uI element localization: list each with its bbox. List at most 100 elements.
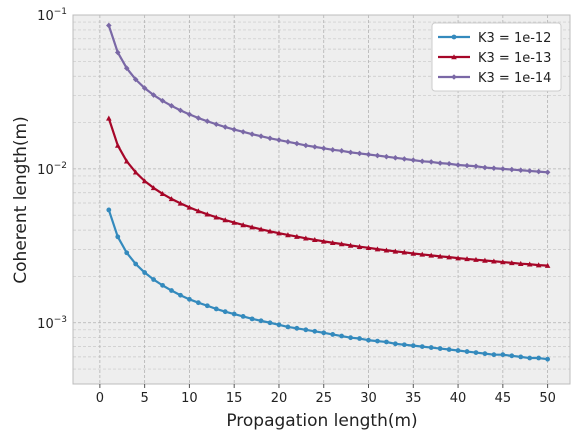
data-point xyxy=(285,138,291,145)
data-point xyxy=(375,338,380,344)
data-point xyxy=(508,260,515,266)
data-point xyxy=(168,103,175,109)
data-point xyxy=(150,185,157,191)
data-point xyxy=(195,300,201,306)
data-point xyxy=(491,352,497,358)
data-point xyxy=(356,150,363,157)
data-point xyxy=(177,107,184,114)
data-point xyxy=(428,345,434,350)
data-point xyxy=(365,245,372,251)
legend-label: K3 = 1e-14 xyxy=(478,71,551,86)
data-point xyxy=(357,336,362,341)
y-tick-label: 10−2 xyxy=(37,161,67,178)
data-point xyxy=(374,152,381,159)
data-point xyxy=(338,241,345,247)
data-point xyxy=(276,137,282,143)
data-point xyxy=(311,144,318,150)
data-point xyxy=(106,207,112,213)
x-axis-label: Propagation length(m) xyxy=(226,411,417,431)
data-point xyxy=(303,327,309,333)
data-point xyxy=(527,355,533,361)
series-3 xyxy=(106,22,551,176)
data-point xyxy=(213,214,220,220)
data-point xyxy=(482,257,488,263)
legend-entry: K3 = 1e-13 xyxy=(438,51,551,66)
data-point xyxy=(392,248,399,254)
plot-frame xyxy=(72,14,571,385)
data-point xyxy=(347,149,354,156)
x-tick-label: 45 xyxy=(495,391,512,406)
data-point xyxy=(321,330,327,336)
data-point xyxy=(303,235,309,241)
data-point xyxy=(473,163,479,170)
data-point xyxy=(384,339,389,345)
data-point xyxy=(294,140,300,147)
data-point xyxy=(204,118,211,125)
data-point xyxy=(473,256,479,262)
data-point xyxy=(320,145,327,152)
data-point xyxy=(240,129,246,135)
data-point xyxy=(500,352,506,358)
data-point xyxy=(168,196,175,202)
data-point xyxy=(141,178,148,184)
data-point xyxy=(455,255,461,261)
data-point xyxy=(446,160,452,167)
data-point xyxy=(392,155,399,161)
data-point xyxy=(383,247,390,253)
data-point xyxy=(544,169,551,176)
data-point xyxy=(401,156,408,162)
y-axis-ticks: 10−3 10−2 10−1 xyxy=(37,7,67,332)
legend-label: K3 = 1e-12 xyxy=(478,31,551,46)
data-point xyxy=(419,251,426,257)
data-point xyxy=(536,355,542,361)
data-point xyxy=(222,309,228,315)
data-point xyxy=(123,65,130,72)
data-point xyxy=(535,262,542,268)
data-point xyxy=(410,250,417,256)
data-point xyxy=(428,159,434,165)
data-point xyxy=(509,353,515,359)
data-point xyxy=(124,250,130,256)
data-point xyxy=(115,234,121,240)
y-tick-label: 10−1 xyxy=(37,7,67,24)
data-point xyxy=(177,200,184,206)
data-point xyxy=(123,158,130,164)
data-point xyxy=(535,168,542,175)
data-point xyxy=(500,259,506,265)
x-tick-label: 30 xyxy=(360,391,377,406)
data-point xyxy=(178,292,183,298)
data-point xyxy=(339,333,345,339)
data-point xyxy=(482,164,488,171)
x-tick-label: 35 xyxy=(405,391,422,406)
x-tick-label: 20 xyxy=(271,391,288,406)
data-point xyxy=(517,167,524,174)
data-point xyxy=(491,258,497,264)
data-point xyxy=(500,166,506,172)
data-point xyxy=(338,148,345,154)
data-point xyxy=(276,322,282,328)
data-point xyxy=(258,133,264,140)
data-point xyxy=(267,228,273,234)
data-point xyxy=(204,303,210,309)
data-point xyxy=(545,356,551,362)
data-point xyxy=(464,256,470,262)
data-point xyxy=(517,260,524,266)
data-point xyxy=(410,343,416,349)
data-point xyxy=(320,238,327,244)
x-tick-label: 5 xyxy=(140,391,148,406)
data-point xyxy=(187,296,192,302)
data-point xyxy=(133,261,139,267)
data-point xyxy=(186,204,193,210)
legend-marker xyxy=(451,74,457,80)
data-point xyxy=(392,341,398,347)
legend-marker xyxy=(451,54,457,60)
x-tick-label: 50 xyxy=(539,391,556,406)
data-point xyxy=(106,22,112,29)
data-point xyxy=(464,349,470,354)
data-point xyxy=(249,316,255,322)
data-point xyxy=(383,153,390,160)
data-point xyxy=(428,252,434,258)
x-tick-label: 40 xyxy=(450,391,467,406)
data-point xyxy=(303,142,309,149)
data-point xyxy=(132,76,139,83)
